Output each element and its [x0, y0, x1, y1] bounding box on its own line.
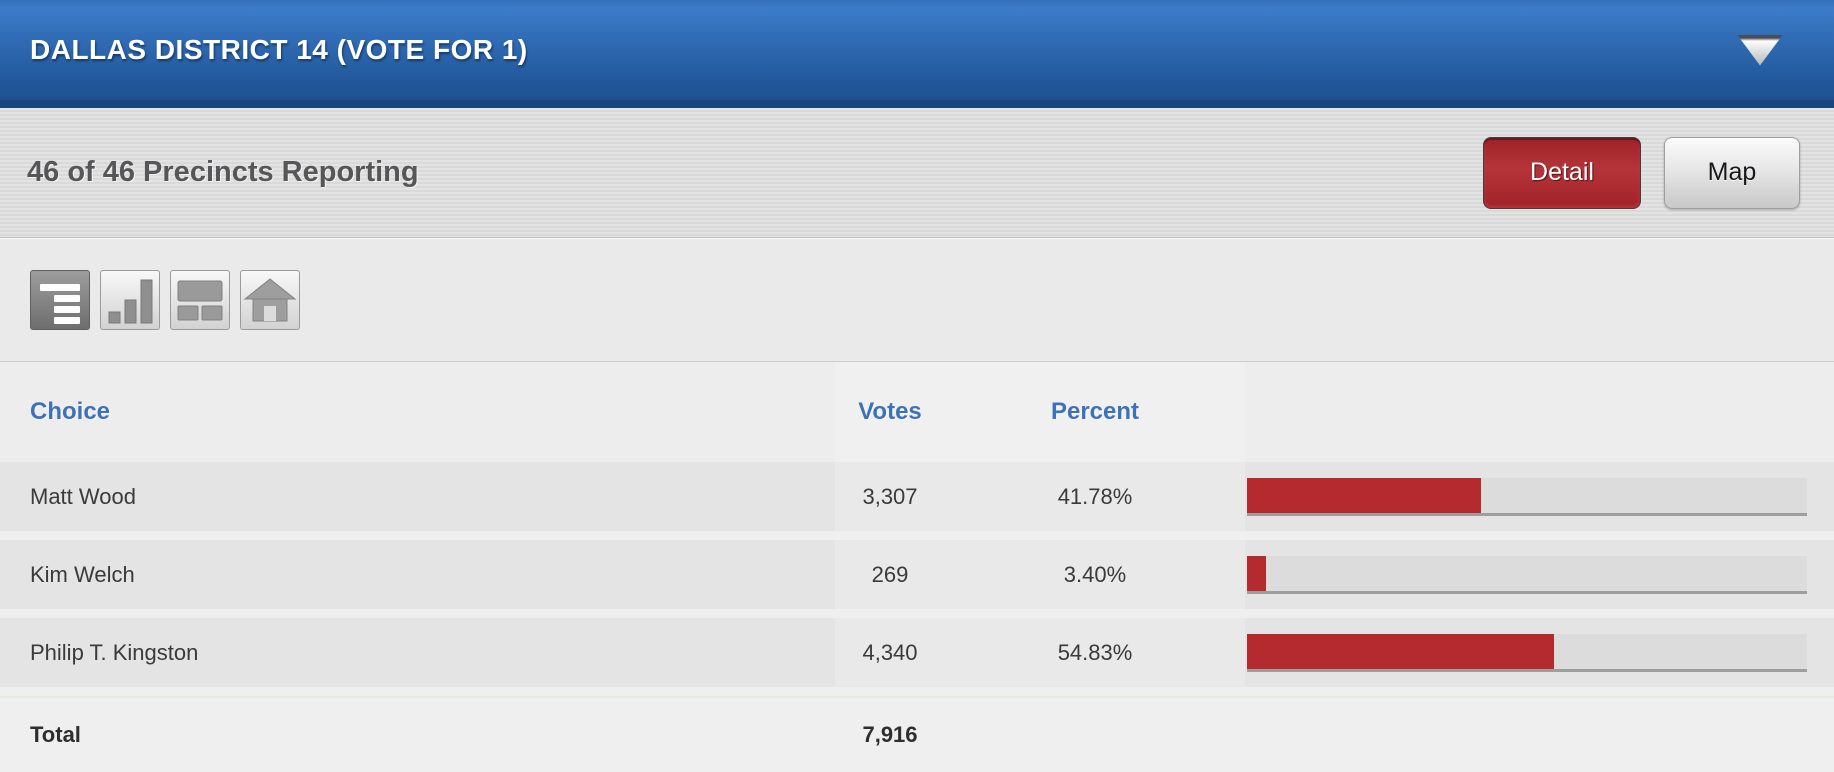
candidate-name: Philip T. Kingston — [30, 639, 199, 665]
collapse-toggle-button[interactable] — [1737, 34, 1783, 66]
home-view-button[interactable] — [240, 270, 300, 330]
candidate-name: Matt Wood — [30, 483, 136, 509]
bar-chart-icon — [108, 279, 153, 324]
view-toolbar — [0, 238, 1834, 362]
contest-title: DALLAS DISTRICT 14 (VOTE FOR 1) — [30, 34, 528, 65]
total-label: Total — [30, 722, 81, 747]
candidate-name: Kim Welch — [30, 561, 135, 587]
view-mode-buttons: Detail Map — [1483, 136, 1800, 209]
table-header-row: Choice Votes Percent — [0, 362, 1834, 462]
vote-percent: 3.40% — [945, 540, 1245, 609]
detail-button[interactable]: Detail — [1483, 136, 1641, 209]
vote-count: 4,340 — [835, 618, 945, 687]
layout-icon — [177, 280, 223, 321]
result-bar-track — [1247, 555, 1807, 594]
column-header-percent: Percent — [945, 362, 1245, 462]
result-bar-track — [1247, 477, 1807, 516]
total-row: Total 7,916 — [0, 696, 1834, 772]
contest-header-bar: DALLAS DISTRICT 14 (VOTE FOR 1) — [0, 0, 1834, 108]
vote-count: 269 — [835, 540, 945, 609]
precincts-subheader: 46 of 46 Precincts Reporting Detail Map — [0, 108, 1834, 238]
precincts-status: 46 of 46 Precincts Reporting — [27, 156, 419, 188]
result-bar-fill — [1247, 477, 1481, 513]
column-header-votes: Votes — [835, 362, 945, 462]
table-row: Kim Welch 269 3.40% — [0, 540, 1834, 609]
layout-view-button[interactable] — [170, 270, 230, 330]
summary-list-view-button[interactable] — [30, 270, 90, 330]
vote-percent: 54.83% — [945, 618, 1245, 687]
table-row: Matt Wood 3,307 41.78% — [0, 462, 1834, 531]
vote-count: 3,307 — [835, 462, 945, 531]
bar-chart-view-button[interactable] — [100, 270, 160, 330]
result-bar-fill — [1247, 555, 1267, 591]
triangle-down-icon — [1737, 34, 1783, 66]
table-row: Philip T. Kingston 4,340 54.83% — [0, 618, 1834, 687]
vote-percent: 41.78% — [945, 462, 1245, 531]
column-header-choice: Choice — [30, 398, 111, 425]
result-bar-fill — [1247, 633, 1555, 669]
results-table: Choice Votes Percent Matt Wood 3,307 41.… — [0, 362, 1834, 772]
list-view-icon — [40, 284, 80, 324]
map-button[interactable]: Map — [1664, 136, 1800, 209]
home-icon — [243, 278, 297, 322]
result-bar-track — [1247, 633, 1807, 672]
total-vote-count: 7,916 — [862, 722, 918, 747]
